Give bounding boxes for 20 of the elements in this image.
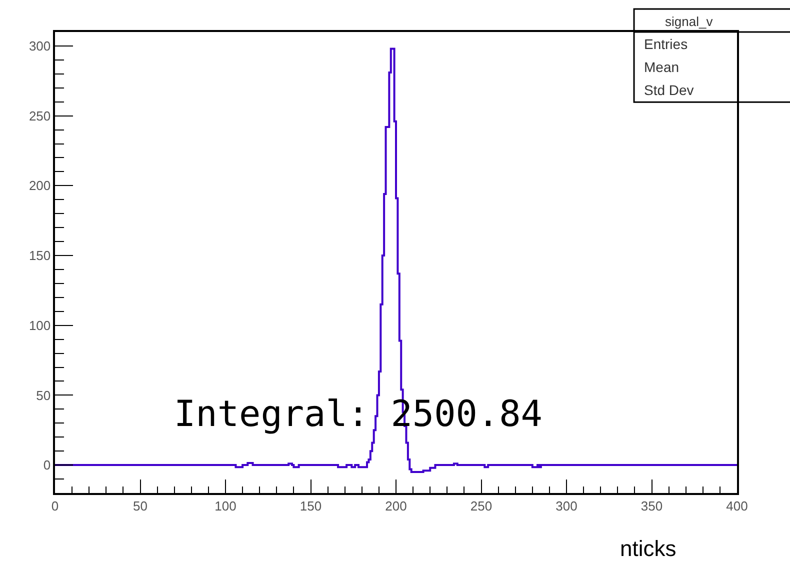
x-tick-label: 100 bbox=[214, 498, 236, 514]
x-tick-label: 150 bbox=[300, 498, 322, 514]
x-tick-label: 50 bbox=[133, 498, 148, 514]
x-tick-label: 250 bbox=[470, 498, 492, 514]
y-tick-label: 250 bbox=[28, 108, 51, 124]
y-tick-label: 50 bbox=[36, 388, 51, 403]
annotation: Entries bbox=[644, 36, 688, 52]
annotation: Mean bbox=[644, 59, 680, 75]
y-tick-label: 200 bbox=[28, 178, 51, 194]
x-axis-title: nticks bbox=[620, 536, 676, 561]
y-tick-label: 0 bbox=[43, 458, 51, 473]
text: signal_v bbox=[665, 14, 714, 29]
y-tick-label: 300 bbox=[28, 38, 51, 54]
y-tick-label: 150 bbox=[28, 248, 51, 264]
annotation: Std Dev bbox=[644, 82, 694, 98]
x-tick-label: 200 bbox=[385, 498, 407, 514]
x-tick-label: 350 bbox=[640, 498, 663, 514]
x-tick-label: 400 bbox=[726, 498, 748, 514]
y-tick-label: 100 bbox=[28, 318, 51, 333]
x-tick-label: 300 bbox=[556, 498, 578, 514]
